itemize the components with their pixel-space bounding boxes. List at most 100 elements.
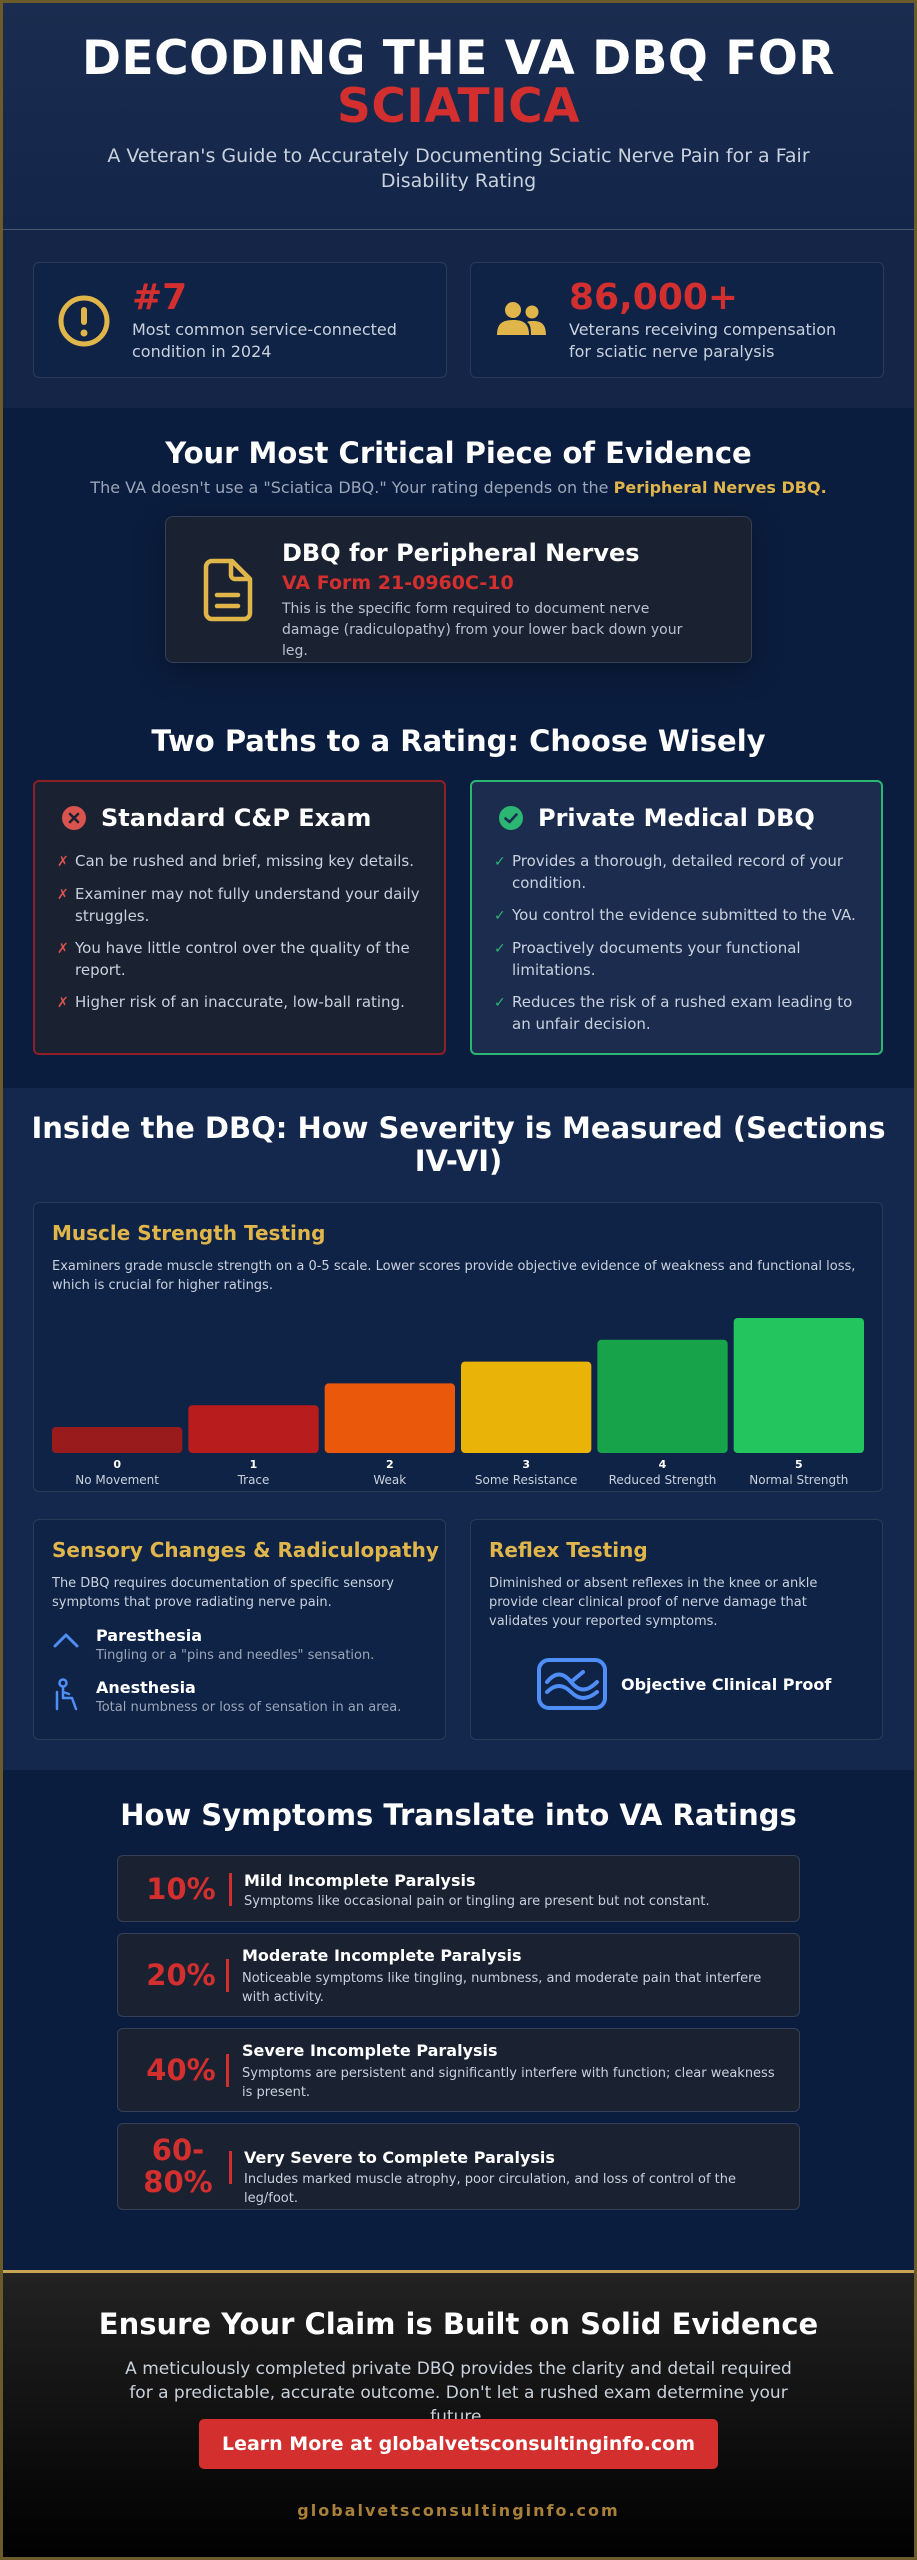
- sensory-item-description: Tingling or a "pins and needles" sensati…: [96, 1648, 375, 1663]
- sensory-card: Sensory Changes & Radiculopathy The DBQ …: [33, 1519, 446, 1740]
- strength-bar-label: 4 Reduced Strength: [598, 1458, 728, 1487]
- standard-exam-header: Standard C&P Exam: [61, 804, 371, 832]
- check-circle-icon: [499, 806, 523, 830]
- rating-card-10: 10% Mild Incomplete Paralysis Symptoms l…: [117, 1855, 800, 1922]
- reflex-title: Reflex Testing: [489, 1538, 648, 1562]
- strength-grade-label: Some Resistance: [474, 1473, 578, 1487]
- private-dbq-title: Private Medical DBQ: [538, 804, 815, 832]
- strength-bar: [52, 1427, 183, 1453]
- page-header: DECODING THE VA DBQ FOR SCIATICA A Veter…: [0, 0, 917, 230]
- alert-circle-icon: [58, 295, 110, 347]
- list-item: ✗ Higher risk of an inaccurate, low-ball …: [57, 991, 424, 1014]
- evidence-section: Your Most Critical Piece of Evidence The…: [0, 408, 917, 1088]
- strength-grade: 4: [658, 1458, 667, 1471]
- dbq-form-card: DBQ for Peripheral Nerves VA Form 21-096…: [165, 516, 752, 663]
- evidence-subtitle-highlight: Peripheral Nerves DBQ.: [613, 478, 827, 497]
- standard-exam-list: ✗ Can be rushed and brief, missing key de…: [57, 850, 424, 1024]
- sensory-item-title: Anesthesia: [96, 1678, 196, 1697]
- rating-title: Severe Incomplete Paralysis: [242, 2041, 498, 2060]
- rating-percent: 20%: [146, 1958, 216, 1992]
- muscle-strength-description: Examiners grade muscle strength on a 0-5…: [52, 1259, 856, 1293]
- evidence-title: Your Most Critical Piece of Evidence: [165, 436, 752, 470]
- check-mark-icon: ✓: [494, 941, 506, 957]
- rating-description: Symptoms are persistent and significantl…: [242, 2066, 775, 2100]
- muscle-strength-card: Muscle Strength Testing Examiners grade …: [33, 1202, 883, 1492]
- sensory-description: The DBQ requires documentation of specif…: [52, 1576, 395, 1610]
- rating-title: Very Severe to Complete Paralysis: [244, 2148, 555, 2167]
- page-title: DECODING THE VA DBQ FOR SCIATICA: [0, 35, 917, 131]
- rating-card-40: 40% Severe Incomplete Paralysis Symptoms…: [117, 2028, 800, 2112]
- list-item-text: Reduces the risk of a rushed exam leadin…: [512, 993, 853, 1033]
- strength-grade-label: No Movement: [75, 1473, 159, 1487]
- list-item: ✗ You have little control over the qualit…: [57, 937, 424, 981]
- list-item-text: Examiner may not fully understand your d…: [75, 885, 420, 925]
- standard-exam-title: Standard C&P Exam: [101, 804, 372, 832]
- stats-section: #7 Most common service-connected conditi…: [0, 230, 917, 408]
- person-sitting-icon: [55, 1678, 78, 1711]
- private-dbq-card: Private Medical DBQ ✓ Provides a thorough…: [470, 780, 883, 1055]
- ratings-section: How Symptoms Translate into VA Ratings 1…: [0, 1770, 917, 2270]
- chevron-up-icon: [53, 1633, 79, 1648]
- strength-grade-label: Reduced Strength: [608, 1473, 717, 1487]
- reflex-hammer-icon: [537, 1658, 607, 1710]
- x-circle-icon: [62, 806, 86, 830]
- x-mark-icon: ✗: [57, 887, 69, 903]
- rating-divider: [226, 2054, 229, 2087]
- rating-description: Includes marked muscle atrophy, poor cir…: [244, 2172, 737, 2206]
- stat-card-rank: #7 Most common service-connected conditi…: [33, 262, 447, 378]
- sensory-title: Sensory Changes & Radiculopathy: [52, 1538, 439, 1562]
- strength-bar-label: 3 Some Resistance: [461, 1458, 591, 1487]
- footer-site-link[interactable]: globalvetsconsultinginfo.com: [297, 2501, 620, 2520]
- stat-value: 86,000+: [569, 277, 739, 318]
- x-mark-icon: ✗: [57, 995, 69, 1011]
- sensory-item-anesthesia: Anesthesia Total numbness or loss of sen…: [52, 1678, 401, 1715]
- rating-card-20: 20% Moderate Incomplete Paralysis Notice…: [117, 1933, 800, 2017]
- strength-bar: [597, 1339, 728, 1453]
- standard-exam-card: Standard C&P Exam ✗ Can be rushed and bri…: [33, 780, 446, 1055]
- rating-divider: [229, 1873, 232, 1906]
- rating-description: Symptoms like occasional pain or tinglin…: [244, 1894, 710, 1909]
- strength-grade-label: Trace: [237, 1473, 270, 1487]
- stat-description: Veterans receiving compensation for scia…: [569, 320, 837, 361]
- rating-percent: 60-80%: [143, 2133, 213, 2199]
- strength-bar: [324, 1383, 455, 1453]
- list-item-text: You control the evidence submitted to th…: [512, 906, 856, 924]
- stat-description: Most common service-connected condition …: [132, 320, 397, 361]
- learn-more-button[interactable]: Learn More at globalvetsconsultinginfo.c…: [199, 2419, 718, 2469]
- x-mark-icon: ✗: [57, 941, 69, 957]
- stat-card-veterans: 86,000+ Veterans receiving compensation …: [470, 262, 884, 378]
- strength-grade: 5: [795, 1458, 803, 1471]
- strength-bar-label: 2 Weak: [325, 1458, 455, 1487]
- people-icon: [497, 302, 546, 335]
- clinical-proof-label: Objective Clinical Proof: [621, 1674, 832, 1694]
- sensory-item-description: Total numbness or loss of sensation in a…: [96, 1700, 402, 1715]
- dbq-form-title: DBQ for Peripheral Nerves: [282, 539, 640, 567]
- rating-title: Moderate Incomplete Paralysis: [242, 1946, 522, 1965]
- evidence-subtitle-text: The VA doesn't use a "Sciatica DBQ." You…: [90, 478, 609, 497]
- strength-grade: 0: [113, 1458, 121, 1471]
- reflex-card: Reflex Testing Diminished or absent refl…: [470, 1519, 883, 1740]
- x-mark-icon: ✗: [57, 854, 69, 870]
- list-item-text: Can be rushed and brief, missing key det…: [75, 852, 415, 870]
- list-item: ✗ Can be rushed and brief, missing key de…: [57, 850, 424, 873]
- strength-bar-label: 1 Trace: [189, 1458, 319, 1487]
- list-item: ✗ Examiner may not fully understand your …: [57, 883, 424, 927]
- strength-grade: 1: [249, 1458, 258, 1471]
- private-dbq-list: ✓ Provides a thorough, detailed record of…: [494, 850, 861, 1045]
- page-footer: Ensure Your Claim is Built on Solid Evid…: [0, 2270, 917, 2560]
- rating-title: Mild Incomplete Paralysis: [244, 1871, 476, 1890]
- rating-percent: 40%: [146, 2053, 216, 2087]
- strength-grade-label: Weak: [373, 1473, 407, 1487]
- dbq-form-number: VA Form 21-0960C-10: [282, 572, 514, 594]
- muscle-strength-chart: [52, 1318, 864, 1453]
- private-dbq-header: Private Medical DBQ: [498, 804, 815, 832]
- page-subtitle: A Veteran's Guide to Accurately Document…: [107, 145, 810, 192]
- list-item-text: Provides a thorough, detailed record of …: [512, 852, 844, 892]
- evidence-subtitle: The VA doesn't use a "Sciatica DBQ." You…: [0, 478, 917, 497]
- list-item-text: Proactively documents your functional li…: [512, 939, 801, 979]
- rating-card-60-80: 60-80% Very Severe to Complete Paralysis…: [117, 2123, 800, 2210]
- check-mark-icon: ✓: [494, 854, 506, 870]
- strength-grade-label: Normal Strength: [749, 1473, 849, 1487]
- sensory-item-title: Paresthesia: [96, 1626, 203, 1645]
- strength-grade: 2: [386, 1458, 394, 1471]
